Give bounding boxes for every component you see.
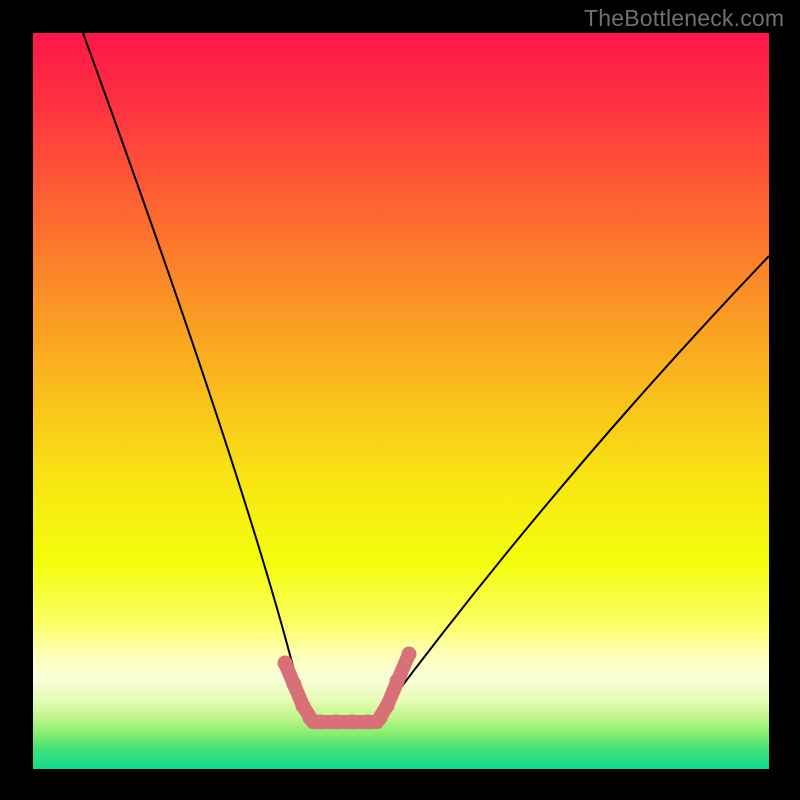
watermark-text: TheBottleneck.com	[584, 5, 784, 32]
bottleneck-chart	[33, 33, 769, 769]
chart-svg	[33, 33, 769, 769]
